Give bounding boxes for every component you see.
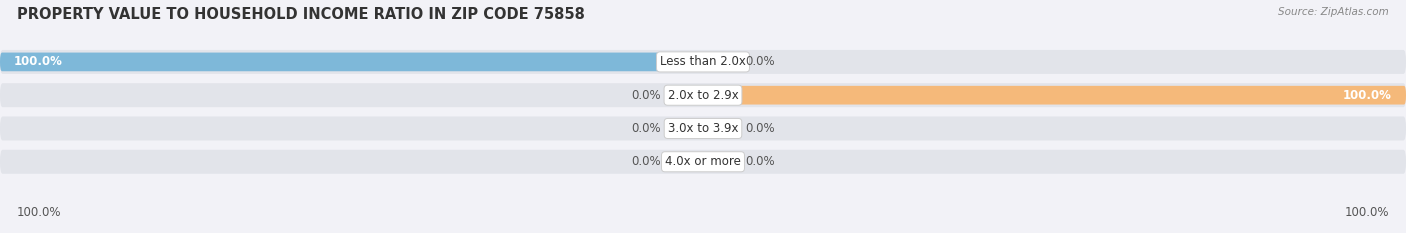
Text: 0.0%: 0.0%	[745, 155, 775, 168]
FancyBboxPatch shape	[703, 86, 1406, 105]
FancyBboxPatch shape	[668, 86, 703, 105]
FancyBboxPatch shape	[0, 83, 1406, 107]
Text: Less than 2.0x: Less than 2.0x	[659, 55, 747, 69]
Legend: Without Mortgage, With Mortgage: Without Mortgage, With Mortgage	[575, 230, 831, 233]
FancyBboxPatch shape	[703, 119, 738, 138]
Text: 0.0%: 0.0%	[631, 89, 661, 102]
Text: 100.0%: 100.0%	[17, 206, 62, 219]
Text: 3.0x to 3.9x: 3.0x to 3.9x	[668, 122, 738, 135]
Text: 100.0%: 100.0%	[14, 55, 63, 69]
Text: 0.0%: 0.0%	[745, 55, 775, 69]
Text: 100.0%: 100.0%	[1343, 89, 1392, 102]
Text: 0.0%: 0.0%	[631, 122, 661, 135]
Text: PROPERTY VALUE TO HOUSEHOLD INCOME RATIO IN ZIP CODE 75858: PROPERTY VALUE TO HOUSEHOLD INCOME RATIO…	[17, 7, 585, 22]
Text: 100.0%: 100.0%	[1344, 206, 1389, 219]
FancyBboxPatch shape	[703, 53, 738, 71]
Text: Source: ZipAtlas.com: Source: ZipAtlas.com	[1278, 7, 1389, 17]
FancyBboxPatch shape	[0, 50, 1406, 74]
FancyBboxPatch shape	[0, 116, 1406, 140]
FancyBboxPatch shape	[0, 53, 703, 71]
Text: 0.0%: 0.0%	[631, 155, 661, 168]
FancyBboxPatch shape	[703, 152, 738, 171]
Text: 2.0x to 2.9x: 2.0x to 2.9x	[668, 89, 738, 102]
Text: 4.0x or more: 4.0x or more	[665, 155, 741, 168]
Text: 0.0%: 0.0%	[745, 122, 775, 135]
FancyBboxPatch shape	[0, 150, 1406, 174]
FancyBboxPatch shape	[668, 119, 703, 138]
FancyBboxPatch shape	[668, 152, 703, 171]
